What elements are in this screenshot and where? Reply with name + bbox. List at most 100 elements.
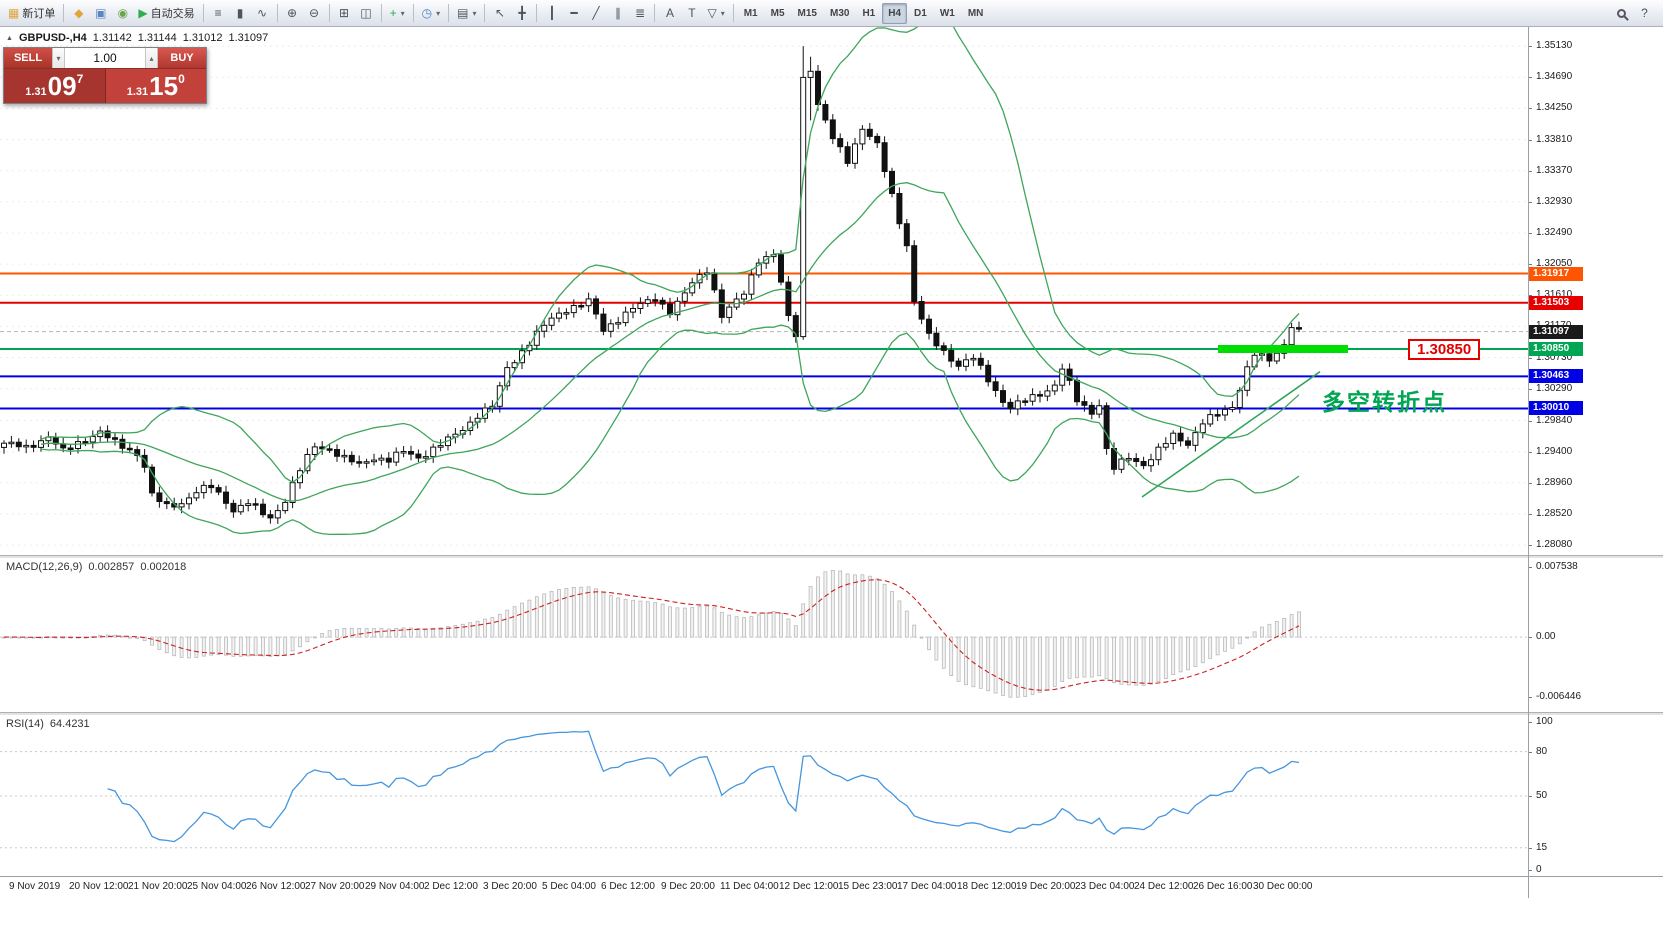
timeframe-mn-button[interactable]: MN bbox=[962, 3, 990, 24]
price-axis-label: 1.29840 bbox=[1536, 415, 1573, 426]
panel-divider[interactable] bbox=[0, 555, 1663, 558]
rsi-label: RSI(14) 64.4231 bbox=[6, 718, 90, 730]
zoom-in-button[interactable]: ⊕ bbox=[282, 3, 303, 24]
macd-axis: 0.007538 0.00 -0.006446 bbox=[1528, 558, 1663, 712]
time-label: 21 Nov 20:00 bbox=[128, 881, 188, 892]
rsi-panel[interactable]: 100 80 50 15 0 RSI(14) 64.4231 bbox=[0, 715, 1663, 876]
collapse-icon[interactable]: ▲ bbox=[6, 34, 13, 42]
timeframe-h1-button[interactable]: H1 bbox=[856, 3, 881, 24]
market-watch-button[interactable]: ◆ bbox=[68, 3, 89, 24]
timeframe-m5-button[interactable]: M5 bbox=[765, 3, 791, 24]
cursor-button[interactable]: ↖ bbox=[489, 3, 510, 24]
period-icon: ◷ bbox=[421, 6, 433, 20]
data-window-button[interactable]: ▣ bbox=[90, 3, 111, 24]
candlestick-chart-button[interactable]: ▮ bbox=[230, 3, 251, 24]
macd-value-signal: 0.002018 bbox=[140, 561, 187, 573]
trendline-button[interactable]: ╱ bbox=[585, 3, 606, 24]
buy-button[interactable]: BUY bbox=[158, 48, 206, 68]
rsi-plot[interactable] bbox=[0, 715, 1528, 876]
arrows-button[interactable]: ▽ ▾ bbox=[703, 3, 728, 24]
toolbar-separator bbox=[328, 4, 330, 22]
zoom-out-button[interactable]: ⊖ bbox=[304, 3, 325, 24]
axis-tick bbox=[1528, 870, 1532, 871]
axis-tick bbox=[1528, 567, 1532, 568]
axis-tick bbox=[1528, 140, 1532, 141]
auto-arrange-button[interactable]: ⊞ bbox=[334, 3, 355, 24]
timeframe-m15-button[interactable]: M15 bbox=[792, 3, 823, 24]
sell-button[interactable]: SELL bbox=[4, 48, 52, 68]
price-axis-label: 1.32930 bbox=[1536, 196, 1573, 207]
timeframe-w1-button[interactable]: W1 bbox=[934, 3, 961, 24]
line-chart-button[interactable]: ∿ bbox=[252, 3, 273, 24]
macd-axis-label: 0.007538 bbox=[1536, 561, 1578, 572]
price-axis[interactable]: 1.35130 1.34690 1.34250 1.33810 1.33370 1.329… bbox=[1528, 27, 1663, 555]
timeframe-h1-button-label: H1 bbox=[862, 7, 876, 19]
turning-point-annotation[interactable]: 多空转折点 bbox=[1322, 389, 1447, 415]
price-chart-panel[interactable]: 1.35130 1.34690 1.34250 1.33810 1.33370 1.329… bbox=[0, 27, 1663, 555]
timeframe-h4-button[interactable]: H4 bbox=[882, 2, 908, 24]
ask-prefix: 1.31 bbox=[126, 86, 149, 98]
price-axis-label: 1.30730 bbox=[1536, 352, 1573, 363]
text-button[interactable]: A bbox=[659, 3, 680, 24]
add-indicator-button[interactable]: + ▾ bbox=[386, 3, 409, 24]
template-icon: ▤ bbox=[457, 6, 469, 20]
price-level-callout[interactable]: 1.30850 bbox=[1408, 339, 1481, 360]
price-axis-label: 1.32050 bbox=[1536, 258, 1573, 269]
time-axis[interactable]: 9 Nov 2019 20 Nov 12:00 21 Nov 20:00 25 Nov… bbox=[0, 876, 1663, 898]
period-button[interactable]: ◷ ▾ bbox=[418, 3, 445, 24]
horizontal-line-button[interactable]: ━ bbox=[563, 3, 584, 24]
main-toolbar: ▦ 新订单 ◆ ▣ ◉ ▶ 自动交易 ≡ ▮ ∿ ⊕ ⊖ ⊞ ◫ + ▾ ◷ ▾ ▤ ▾ ↖ ╋ ┃ ━ ╱ ∥ ≣ A T ▽ ▾ M1 M5… bbox=[0, 0, 1663, 27]
time-label: 26 Nov 12:00 bbox=[246, 881, 306, 892]
timeframe-d1-button[interactable]: D1 bbox=[908, 3, 933, 24]
symbol-ohlc-readout: ▲ GBPUSD-,H4 1.31142 1.31144 1.31012 1.3… bbox=[6, 32, 268, 44]
candlestick-chart[interactable] bbox=[0, 27, 1528, 555]
volume-down-button[interactable]: ▾ bbox=[52, 48, 65, 68]
timeframe-m30-button[interactable]: M30 bbox=[824, 3, 855, 24]
text-label-button[interactable]: T bbox=[681, 3, 702, 24]
time-label: 12 Dec 12:00 bbox=[779, 881, 839, 892]
price-axis-label: 1.35130 bbox=[1536, 40, 1573, 51]
fibonacci-button[interactable]: ≣ bbox=[629, 3, 650, 24]
axis-tick bbox=[1528, 637, 1532, 638]
ask-price-display[interactable]: 1.31 15 0 bbox=[105, 69, 206, 103]
crosshair-button[interactable]: ╋ bbox=[511, 3, 532, 24]
ask-sup: 0 bbox=[178, 72, 185, 86]
macd-axis-label: -0.006446 bbox=[1536, 691, 1582, 702]
template-button[interactable]: ▤ ▾ bbox=[453, 3, 480, 24]
chevron-down-icon: ▾ bbox=[436, 8, 441, 18]
new-order-icon: ▦ bbox=[8, 6, 20, 20]
panel-divider[interactable] bbox=[0, 712, 1663, 715]
time-label: 30 Dec 00:00 bbox=[1253, 881, 1313, 892]
volume-field[interactable]: 1.00 bbox=[65, 48, 145, 68]
timeframe-m1-button[interactable]: M1 bbox=[738, 3, 764, 24]
bar-chart-button[interactable]: ≡ bbox=[208, 3, 229, 24]
time-label: 6 Dec 12:00 bbox=[601, 881, 655, 892]
tile-windows-icon: ◫ bbox=[360, 6, 372, 20]
bid-price-display[interactable]: 1.31 09 7 bbox=[4, 69, 106, 103]
chevron-down-icon: ▾ bbox=[720, 8, 725, 18]
new-order-button[interactable]: ▦ 新订单 bbox=[4, 3, 59, 24]
tile-windows-button[interactable]: ◫ bbox=[356, 3, 377, 24]
equidistant-channel-button[interactable]: ∥ bbox=[607, 3, 628, 24]
ohlc-open: 1.31142 bbox=[92, 32, 132, 44]
macd-plot[interactable] bbox=[0, 558, 1528, 712]
search-button[interactable] bbox=[1611, 3, 1632, 24]
toolbar-separator bbox=[536, 4, 538, 22]
candlestick-chart-icon: ▮ bbox=[236, 6, 244, 20]
vertical-line-button[interactable]: ┃ bbox=[541, 3, 562, 24]
arrows-icon: ▽ bbox=[707, 6, 717, 20]
price-badge: 1.30463 bbox=[1529, 369, 1583, 383]
volume-up-button[interactable]: ▴ bbox=[145, 48, 158, 68]
macd-panel[interactable]: 0.007538 0.00 -0.006446 MACD(12,26,9) 0.00… bbox=[0, 558, 1663, 712]
ohlc-high: 1.31144 bbox=[137, 32, 177, 44]
bid-sup: 7 bbox=[76, 72, 84, 86]
toolbar-separator bbox=[202, 4, 204, 22]
navigator-button[interactable]: ◉ bbox=[112, 3, 133, 24]
text-label-icon: T bbox=[688, 6, 696, 20]
help-button[interactable]: ? bbox=[1634, 3, 1655, 24]
axis-tick bbox=[1528, 796, 1532, 797]
chevron-down-icon: ▾ bbox=[400, 8, 405, 18]
price-badge: 1.30010 bbox=[1529, 401, 1583, 415]
price-axis-label: 1.32490 bbox=[1536, 227, 1573, 238]
autotrade-button[interactable]: ▶ 自动交易 bbox=[134, 3, 198, 24]
